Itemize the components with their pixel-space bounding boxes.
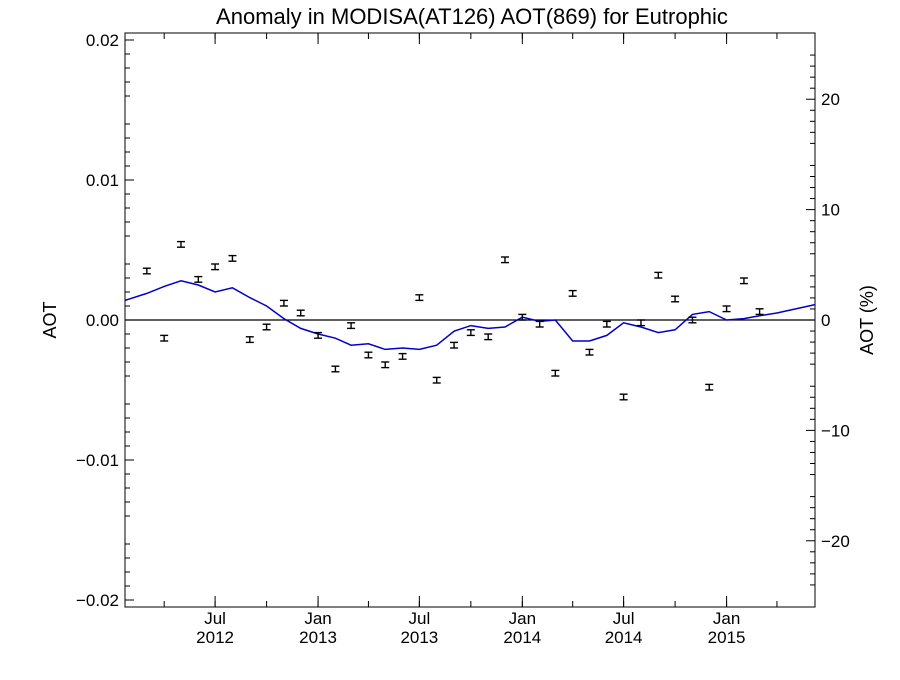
data-point	[654, 271, 663, 279]
data-point	[160, 334, 169, 342]
data-point	[364, 351, 373, 359]
data-point	[415, 294, 424, 302]
data-point	[535, 320, 544, 328]
x-tick-label-month: Jul	[408, 609, 430, 628]
y-tick-label-right: −10	[821, 421, 850, 440]
x-tick-label-month: Jul	[204, 609, 226, 628]
x-tick-label-year: 2014	[605, 628, 643, 647]
data-point	[176, 240, 185, 248]
x-tick-label-month: Jan	[509, 609, 536, 628]
y-tick-label-left: 0.01	[86, 171, 119, 190]
data-point	[296, 309, 305, 317]
y-axis-label-right: AOT (%)	[857, 285, 877, 355]
x-tick-label-year: 2012	[196, 628, 234, 647]
data-point	[568, 289, 577, 297]
x-tick-label-month: Jul	[613, 609, 635, 628]
y-tick-label-left: −0.02	[76, 591, 119, 610]
x-tick-label-year: 2015	[708, 628, 746, 647]
y-axis-label-left: AOT	[40, 301, 60, 338]
y-tick-label-right: −20	[821, 532, 850, 551]
data-point	[262, 323, 271, 331]
data-point	[450, 341, 459, 349]
data-point	[347, 322, 356, 330]
data-point	[228, 254, 237, 262]
data-point	[688, 316, 697, 324]
data-point	[279, 299, 288, 307]
data-point	[518, 313, 527, 321]
x-tick-label-year: 2013	[299, 628, 337, 647]
smoothed-anomaly-line	[124, 280, 816, 351]
data-point	[619, 393, 628, 401]
y-tick-label-left: 0.00	[86, 311, 119, 330]
x-tick-label-year: 2014	[503, 628, 541, 647]
data-point	[500, 256, 509, 264]
data-point	[466, 329, 475, 337]
data-point	[671, 295, 680, 303]
data-point	[398, 352, 407, 360]
data-point	[705, 383, 714, 391]
x-tick-label-year: 2013	[400, 628, 438, 647]
data-point	[245, 336, 254, 344]
data-point	[739, 277, 748, 285]
chart-marks: 0.020.010.00−0.01−0.0220100−10−20Jul2012…	[76, 31, 850, 647]
data-point	[314, 331, 323, 339]
y-tick-label-right: 10	[821, 201, 840, 220]
y-tick-label-left: 0.02	[86, 31, 119, 50]
data-point	[381, 361, 390, 369]
y-tick-label-left: −0.01	[76, 451, 119, 470]
data-point	[194, 275, 203, 283]
data-point	[585, 348, 594, 356]
data-point	[331, 365, 340, 373]
chart-title: Anomaly in MODISA(AT126) AOT(869) for Eu…	[216, 4, 728, 29]
x-tick-label-month: Jan	[304, 609, 331, 628]
y-tick-label-right: 20	[821, 90, 840, 109]
y-tick-label-right: 0	[821, 311, 830, 330]
data-point	[755, 308, 764, 316]
data-point	[484, 333, 493, 341]
data-point	[636, 319, 645, 327]
data-point	[551, 369, 560, 377]
data-point	[211, 263, 220, 271]
data-point	[432, 376, 441, 384]
data-point	[602, 320, 611, 328]
data-point	[142, 267, 151, 275]
data-point	[722, 305, 731, 313]
x-tick-label-month: Jan	[713, 609, 740, 628]
